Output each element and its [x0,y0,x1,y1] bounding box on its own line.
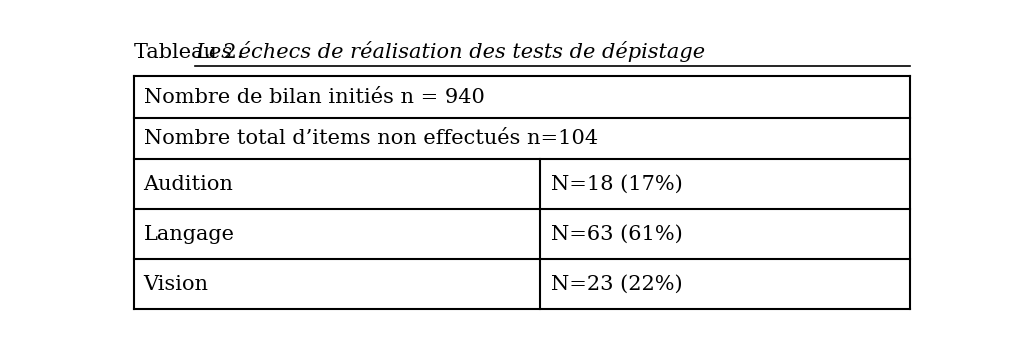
Text: Tableau 2.: Tableau 2. [134,43,250,62]
Text: Audition: Audition [143,175,233,194]
Text: N=18 (17%): N=18 (17%) [552,175,684,194]
Text: N=23 (22%): N=23 (22%) [552,274,683,294]
Text: Les échecs de réalisation des tests de dépistage: Les échecs de réalisation des tests de d… [195,41,705,62]
Text: Langage: Langage [143,225,235,244]
Text: N=63 (61%): N=63 (61%) [552,225,684,244]
Text: Nombre total d’items non effectués n=104: Nombre total d’items non effectués n=104 [143,129,598,148]
Text: Nombre de bilan initiés n = 940: Nombre de bilan initiés n = 940 [143,87,484,107]
Text: Vision: Vision [143,274,208,294]
